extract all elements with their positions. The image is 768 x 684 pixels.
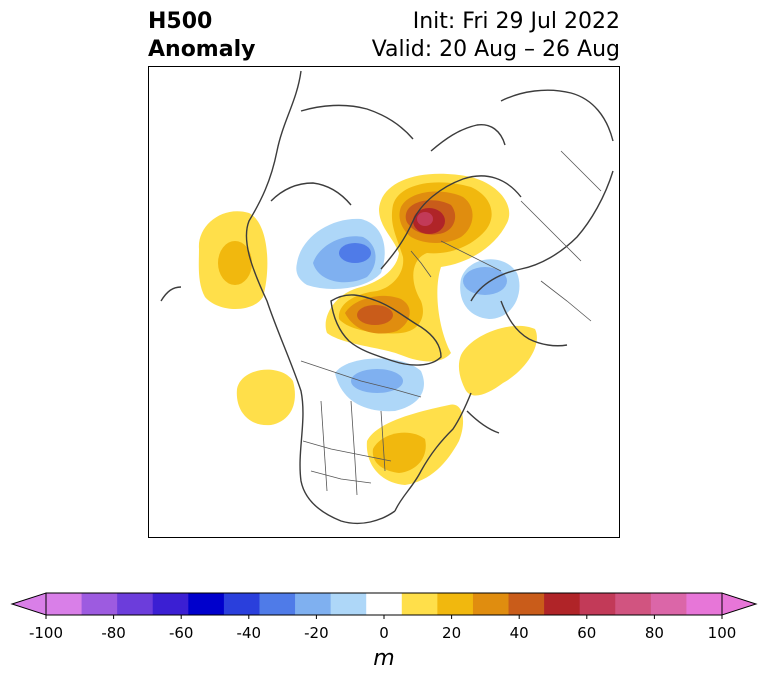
colorbar-segment xyxy=(152,593,189,615)
anomaly-shading xyxy=(198,173,537,485)
colorbar-segment xyxy=(259,593,296,615)
colorbar-tick-label: 100 xyxy=(707,624,737,642)
colorbar-tick-label: 20 xyxy=(442,624,462,642)
colorbar-tick-label: -20 xyxy=(304,624,329,642)
colorbar-segment xyxy=(366,593,403,615)
colorbar-segment xyxy=(330,593,367,615)
colorbar-segment xyxy=(544,593,581,615)
positive-anomaly-atlantic xyxy=(458,325,537,396)
colorbar-segment xyxy=(686,593,723,615)
colorbar-tick-label: 60 xyxy=(577,624,597,642)
colorbar-graphic xyxy=(10,592,758,619)
title-left: H500 Anomaly xyxy=(148,8,255,64)
colorbar-segment xyxy=(223,593,260,615)
valid-range: Valid: 20 Aug – 26 Aug xyxy=(371,37,620,62)
colorbar-arrow-min xyxy=(10,592,47,616)
colorbar xyxy=(0,585,768,625)
positive-anomaly-west-core xyxy=(218,241,252,285)
colorbar-segment xyxy=(295,593,332,615)
title-right: Init: Fri 29 Jul 2022 Valid: 20 Aug – 26… xyxy=(372,8,620,64)
colorbar-segment xyxy=(188,593,225,615)
colorbar-segment xyxy=(615,593,652,615)
colorbar-segment xyxy=(650,593,687,615)
title-field: H500 xyxy=(148,9,213,34)
colorbar-arrow-max xyxy=(721,592,758,616)
positive-anomaly-pacific xyxy=(236,369,295,426)
colorbar-tick-label: -40 xyxy=(236,624,262,642)
title-variable: Anomaly xyxy=(148,37,256,62)
colorbar-segment xyxy=(117,593,154,615)
colorbar-tick-label: -80 xyxy=(101,624,126,642)
country-borders xyxy=(300,150,602,496)
colorbar-segment xyxy=(508,593,545,615)
colorbar-segment xyxy=(81,593,118,615)
colorbar-tick-label: 80 xyxy=(644,624,664,642)
colorbar-tick-label: 0 xyxy=(379,624,389,642)
colorbar-segment xyxy=(579,593,616,615)
colorbar-segment xyxy=(46,593,83,615)
colorbar-tick-label: -60 xyxy=(168,624,194,642)
colorbar-segment xyxy=(472,593,510,615)
coastlines xyxy=(160,70,614,525)
anomaly-map xyxy=(148,66,620,538)
colorbar-tick-label: 40 xyxy=(509,624,529,642)
colorbar-segment xyxy=(401,593,438,615)
colorbar-segment xyxy=(437,593,474,615)
init-date: Init: Fri 29 Jul 2022 xyxy=(412,9,620,34)
colorbar-unit: m xyxy=(373,646,395,671)
colorbar-tick-label: -100 xyxy=(28,624,64,642)
